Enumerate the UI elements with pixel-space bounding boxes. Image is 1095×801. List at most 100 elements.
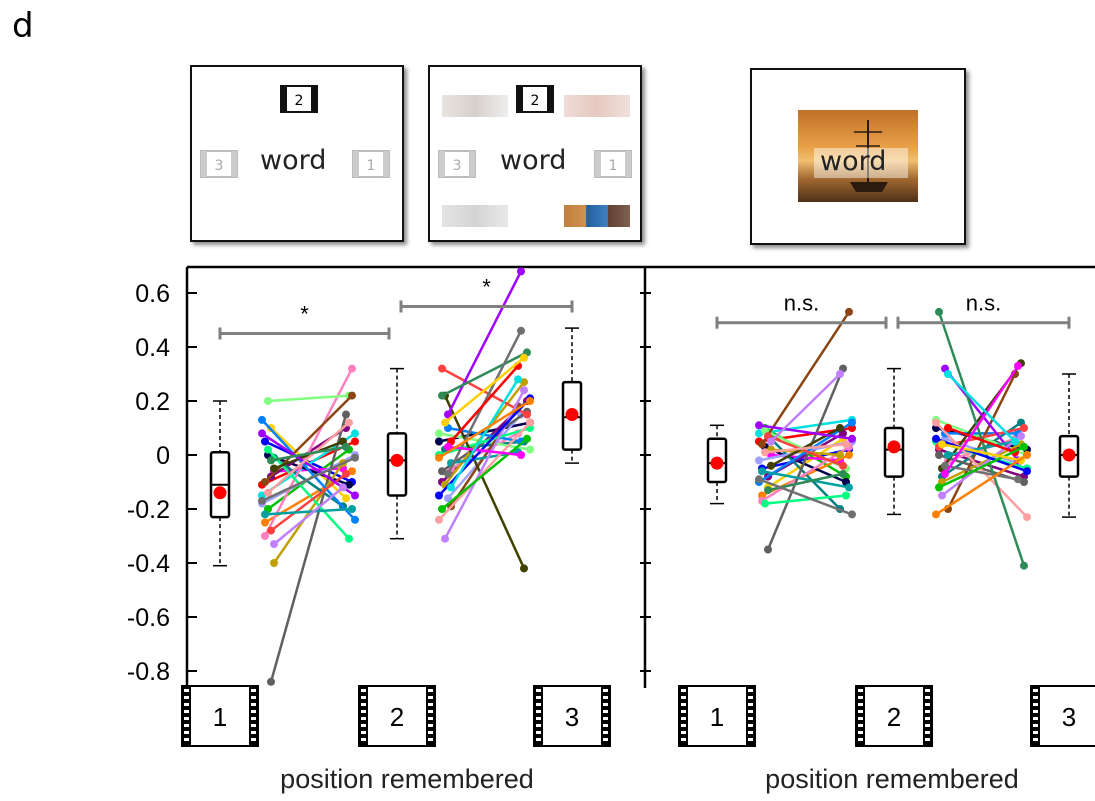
subject-point [270,559,278,567]
film-frame-icon: 2 [358,685,436,747]
subject-line [446,270,523,416]
film-hole [428,724,433,727]
film-hole [536,696,541,699]
film-frame-icon: 3 [533,685,611,747]
film-hole [748,696,753,699]
film-frame-icon: 1 [678,685,756,747]
subject-point [261,532,269,540]
category-label: 2 [390,702,404,732]
subject-line [758,421,853,484]
subject-line [438,421,531,521]
film-hole [925,717,930,720]
example-screen-3: word [750,68,966,245]
film-strip-left [359,686,368,746]
film-hole [184,696,189,699]
y-tick-label: 0.6 [135,280,170,308]
film-hole [1033,689,1038,692]
subject-point [848,418,856,427]
film-hole [428,710,433,713]
subject-point [761,448,769,457]
subject-point [758,467,766,476]
film-hole [748,731,753,734]
mean-marker [565,408,579,421]
boxplot-1 [209,400,231,567]
subject-line [447,445,522,457]
subject-point [342,469,350,478]
subject-point [520,564,528,573]
y-tick-label: -0.8 [127,658,170,686]
subject-point [836,424,844,432]
subject-line [273,486,344,546]
film-hole [428,738,433,741]
film-hole [361,710,366,713]
subject-point [941,461,949,470]
subject-point [438,505,446,513]
subject-point [438,364,446,373]
subject-point [944,451,952,459]
subject-line [441,437,528,510]
faded-image-thumbnail [564,95,630,117]
film-strip-right [601,686,610,746]
subject-point [348,505,356,513]
subject-line [270,472,347,532]
subject-point [932,418,940,427]
subject-point [339,483,347,492]
subject-point [755,456,763,465]
film-hole [1033,731,1038,734]
subject-point [758,440,766,449]
subject-point [264,397,272,405]
subject-point [444,494,452,503]
film-hole [858,724,863,727]
subject-line [267,421,350,494]
subject-point [526,397,534,405]
subject-line [767,434,844,467]
subject-point [944,370,952,378]
film-hole [1033,696,1038,699]
film-hole [681,717,686,720]
film-hole [681,710,686,713]
frame-label: 3 [453,158,462,174]
subject-point [514,375,522,384]
subject-line [770,373,841,443]
film-strip-right [746,686,755,746]
subject-point [836,451,844,459]
subject-point [258,415,266,424]
film-hole [925,731,930,734]
film-hole [251,689,256,692]
film-hole [428,696,433,699]
subject-point [848,510,856,519]
subject-point [261,437,269,446]
subject-point [438,391,446,400]
frame-label: 2 [295,93,304,109]
film-hole [603,696,608,699]
film-hole [603,689,608,692]
subject-line [450,365,519,443]
subject-point [264,488,272,497]
film-frame-body [358,685,436,747]
film-hole [858,689,863,692]
film-hole [1033,703,1038,706]
subject-line [761,469,850,489]
film-hole [184,689,189,692]
subject-line [760,311,851,445]
subject-line [943,365,1020,475]
subject-point [351,515,359,524]
film-hole [925,738,930,741]
film-frame-icon: 1 [594,150,632,178]
boxplot-3 [561,327,583,464]
subject-point [848,434,856,443]
subject-line [444,356,525,424]
subject-point [938,440,946,449]
subject-point [258,496,266,505]
subject-point [842,491,850,500]
subject-point [261,478,269,486]
subject-point [348,467,356,476]
subject-point [270,540,278,549]
subject-point [842,440,850,449]
subject-line [270,445,347,462]
subject-line [441,351,528,397]
film-hole [681,703,686,706]
subject-line [766,368,845,550]
subject-line [941,442,1022,462]
